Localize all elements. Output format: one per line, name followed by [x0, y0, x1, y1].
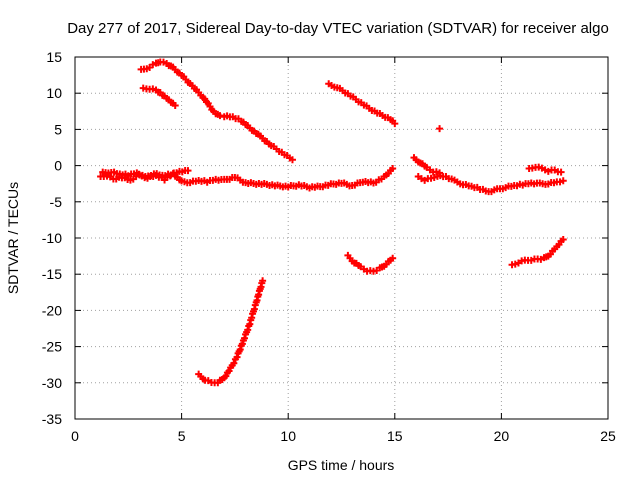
data-point — [557, 168, 565, 176]
data-point — [559, 177, 567, 185]
data-point — [171, 102, 179, 110]
y-tick-label: -10 — [42, 230, 62, 246]
x-tick-label: 15 — [387, 428, 403, 444]
data-point — [389, 254, 397, 262]
y-tick-label: 5 — [54, 121, 62, 137]
series-dip-center — [344, 251, 397, 275]
series-point-17 — [436, 125, 444, 133]
x-axis-label: GPS time / hours — [288, 457, 395, 473]
data-marks — [97, 58, 567, 387]
axis-ticks: 0 5 10 15 20 25 15 10 5 0 -5 -10 -15 -20 -25 -30 -35 — [42, 49, 616, 444]
x-tick-label: 5 — [178, 428, 186, 444]
y-tick-label: -35 — [42, 411, 62, 427]
y-tick-label: -20 — [42, 302, 62, 318]
plot-frame — [74, 56, 609, 420]
y-axis-label: SDTVAR / TECUs — [5, 182, 21, 294]
series-arc-high-1 — [137, 58, 296, 164]
x-tick-label: 0 — [71, 428, 79, 444]
y-tick-label: 10 — [46, 85, 62, 101]
y-tick-label: -30 — [42, 375, 62, 391]
series-rise-right — [508, 235, 567, 269]
series-arc-high-3 — [325, 80, 399, 128]
data-point — [184, 167, 192, 175]
data-point — [230, 359, 238, 367]
x-tick-label: 10 — [280, 428, 296, 444]
chart-title: Day 277 of 2017, Sidereal Day-to-day VTE… — [67, 20, 609, 37]
data-point — [559, 235, 567, 243]
y-tick-label: -25 — [42, 339, 62, 355]
data-point — [236, 345, 244, 353]
series-deep-left — [195, 277, 267, 387]
data-point — [233, 353, 241, 361]
data-point — [259, 277, 267, 285]
data-point — [436, 125, 444, 133]
series-band-right-upper-2 — [525, 163, 565, 176]
y-tick-label: -5 — [50, 194, 63, 210]
series-band-right-upper — [410, 154, 444, 177]
series-arc-high-2 — [139, 84, 179, 110]
x-tick-label: 20 — [494, 428, 510, 444]
x-tick-label: 25 — [600, 428, 616, 444]
data-point — [240, 334, 248, 342]
data-point — [436, 169, 444, 177]
y-tick-label: 0 — [54, 158, 62, 174]
data-point — [389, 164, 397, 172]
y-tick-label: -15 — [42, 266, 62, 282]
series-band-main-left-2 — [99, 167, 192, 180]
data-point — [244, 326, 252, 334]
grid — [75, 57, 608, 419]
data-point — [238, 340, 246, 348]
data-point — [288, 156, 296, 164]
data-point — [216, 112, 224, 120]
series-band-main-right — [414, 172, 567, 196]
y-tick-label: 15 — [46, 49, 62, 65]
data-point — [391, 120, 399, 128]
